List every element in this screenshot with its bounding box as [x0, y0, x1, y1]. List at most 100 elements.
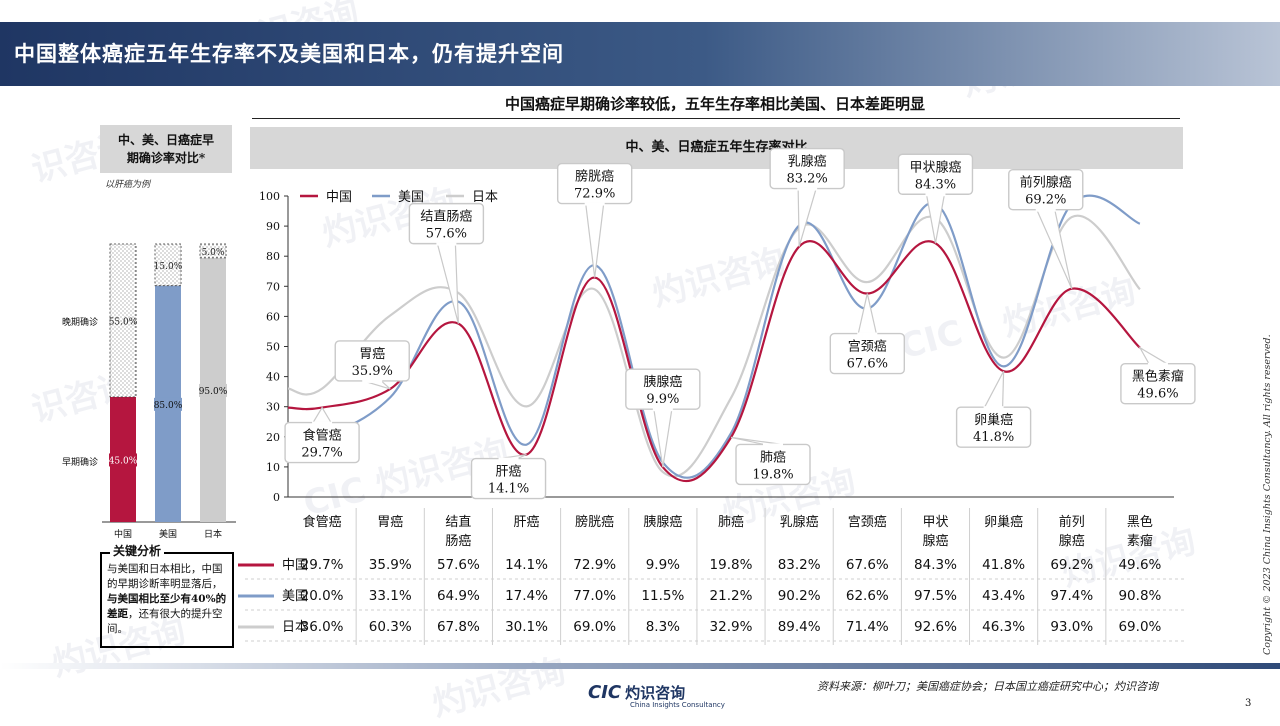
early-stage-label: 早期确诊	[62, 456, 98, 468]
table-value-cell: 43.4%	[982, 588, 1025, 604]
table-value-cell: 83.2%	[778, 557, 821, 573]
callout-value: 14.1%	[488, 482, 529, 497]
callout-category: 胰腺癌	[643, 374, 682, 390]
table-header-cell: 胃癌	[377, 514, 403, 530]
callout-category: 胃癌	[359, 346, 385, 362]
table-value-cell: 46.3%	[982, 619, 1025, 635]
callout-value: 49.6%	[1137, 387, 1178, 402]
callout-category: 食管癌	[303, 428, 342, 444]
table-header-cell: 胰腺癌	[643, 514, 682, 530]
callout-gap	[1035, 208, 1056, 212]
callout-gap	[498, 457, 519, 461]
table-header-cell: 膀胱癌	[575, 514, 614, 530]
y-tick-label: 0	[273, 491, 280, 504]
table-value-cell: 32.9%	[710, 619, 753, 635]
callout-value: 72.9%	[574, 187, 615, 202]
table-header-cell: 乳腺癌	[780, 514, 819, 530]
table-header-cell: 卵巢癌	[984, 514, 1023, 530]
callout-value: 41.8%	[973, 430, 1014, 445]
callout-gap	[763, 443, 783, 447]
legend-label: 中国	[326, 190, 352, 205]
left-panel-title-line1: 中、美、日癌症早	[117, 133, 214, 147]
left-panel-note: 以肝癌为例	[105, 180, 151, 190]
y-tick-label: 100	[259, 190, 280, 203]
logo-chinese: 灼识咨询	[625, 684, 686, 702]
table-value-cell: 36.0%	[301, 619, 344, 635]
logo-mark: CIC	[588, 682, 622, 703]
y-tick-label: 70	[266, 280, 280, 293]
callout-pointer	[1138, 346, 1170, 365]
key-analysis-title: 关键分析	[110, 544, 165, 559]
table-value-cell: 64.9%	[437, 588, 480, 604]
callout-gap	[1147, 362, 1168, 366]
bar-category-label: 美国	[159, 528, 177, 540]
series-line-2	[287, 214, 1141, 478]
late-stage-label: 晚期确诊	[62, 316, 98, 328]
table-value-cell: 33.1%	[369, 588, 412, 604]
callout-value: 35.9%	[352, 364, 393, 379]
table-value-cell: 69.2%	[1050, 557, 1093, 573]
bar-early-label: 95.0%	[199, 387, 228, 397]
callout-category: 宫颈癌	[848, 339, 887, 355]
y-tick-label: 50	[266, 341, 280, 354]
callout-pointer	[312, 406, 333, 424]
bar-late-label: 15.0%	[154, 262, 183, 272]
table-value-cell: 20.0%	[301, 588, 344, 604]
table-value-cell: 11.5%	[641, 588, 684, 604]
bar-late-label: 55.0%	[109, 317, 138, 327]
source-note: 资料来源：柳叶刀；美国癌症协会；日本国立癌症研究中心；灼识咨询	[817, 680, 1158, 693]
logo-english: China Insights Consultancy	[630, 701, 725, 709]
table-value-cell: 67.8%	[437, 619, 480, 635]
callout-value: 69.2%	[1025, 193, 1066, 208]
callout-pointer	[797, 187, 817, 247]
key-analysis-text-bold: 与美国相比至少有40%的差距	[107, 593, 227, 620]
table-value-cell: 69.0%	[1118, 619, 1161, 635]
legend-label: 日本	[472, 190, 498, 205]
callout-category: 卵巢癌	[974, 412, 1013, 428]
bar-early-label: 85.0%	[154, 401, 183, 411]
table-value-cell: 62.6%	[846, 588, 889, 604]
table-value-cell: 72.9%	[573, 557, 616, 573]
y-tick-label: 30	[266, 401, 280, 414]
callout-gap	[857, 332, 878, 336]
table-value-cell: 97.4%	[1050, 588, 1093, 604]
footer-bar	[0, 663, 1280, 669]
y-tick-label: 20	[266, 431, 280, 444]
table-header-cell: 肝癌	[514, 514, 540, 530]
table-value-cell: 41.8%	[982, 557, 1025, 573]
callout-category: 膀胱癌	[575, 169, 614, 185]
table-value-cell: 97.5%	[914, 588, 957, 604]
callout-value: 83.2%	[786, 172, 827, 187]
y-tick-label: 40	[266, 371, 280, 384]
table-value-cell: 17.4%	[505, 588, 548, 604]
bar-label-bg	[199, 383, 227, 397]
left-panel-title-line2: 期确诊率对比*	[126, 151, 206, 165]
callout-pointer	[585, 202, 605, 278]
header-banner: 中国整体癌症五年生存率不及美国和日本，仍有提升空间	[0, 22, 1280, 86]
table-header-cell: 肺癌	[718, 514, 744, 530]
table-value-cell: 21.2%	[710, 588, 753, 604]
table-header-cell: 腺癌	[922, 533, 948, 549]
callout-gap	[584, 202, 605, 206]
bar-late	[154, 243, 182, 287]
copyright-text: Copyright © 2023 China Insights Consulta…	[1262, 334, 1273, 655]
callout-value: 29.7%	[301, 446, 342, 461]
bar-late	[109, 243, 137, 398]
series-line-1	[287, 194, 1141, 479]
callout-value: 9.9%	[646, 392, 679, 407]
callout-category: 前列腺癌	[1020, 175, 1072, 191]
table-value-cell: 9.9%	[646, 557, 680, 573]
chart-header: 中、美、日癌症五年生存率对比	[250, 127, 1183, 169]
callout-pointer	[925, 193, 946, 244]
callout-category: 肝癌	[496, 464, 522, 480]
callout-pointer	[857, 293, 878, 335]
y-tick-label: 10	[266, 461, 280, 474]
table-value-cell: 69.0%	[573, 619, 616, 635]
table-value-cell: 89.4%	[778, 619, 821, 635]
key-analysis-text: 与美国和日本相比，中国的早期诊断率明显落后， 与美国相比至少有40%的差距，还有很…	[107, 562, 228, 637]
callout-category: 肺癌	[760, 449, 786, 465]
callout-value: 57.6%	[426, 227, 467, 242]
table-value-cell: 67.6%	[846, 557, 889, 573]
table-header-cell: 腺癌	[1059, 533, 1085, 549]
bar-category-label: 日本	[204, 528, 222, 540]
